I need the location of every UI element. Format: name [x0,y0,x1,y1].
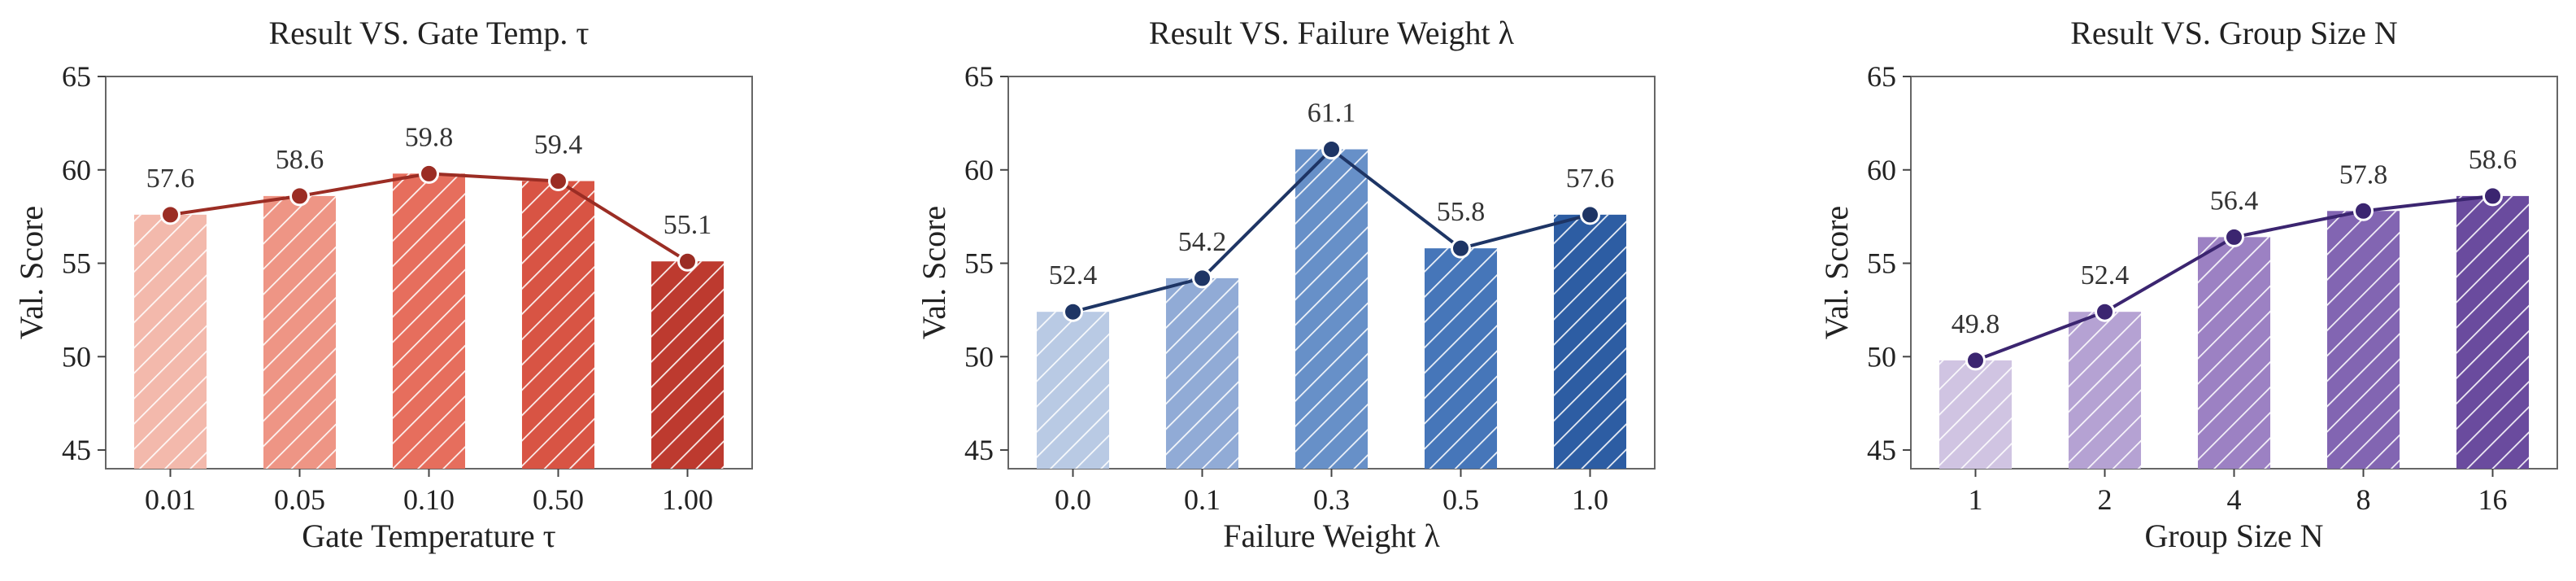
y-tick-label: 65 [1867,60,1896,93]
x-tick-label: 1.00 [662,483,713,516]
y-axis-label: Val. Score [916,206,952,339]
data-label: 61.1 [1308,98,1356,129]
x-axis-label: Gate Temperature τ [302,518,555,554]
x-tick-label: 4 [2227,483,2242,516]
data-point [2224,226,2244,247]
data-point [289,186,310,207]
data-label: 59.4 [534,130,583,160]
chart-failure-weight: 45 50 55 60 65 0.0 0.1 0.3 0.5 1.0 52.4 54.2 61.1 55.… [916,15,1656,554]
y-tick-label: 55 [1867,247,1896,280]
y-tick-label: 45 [62,434,91,466]
data-point [548,171,568,192]
data-point [160,204,181,225]
data-label: 59.8 [405,122,454,152]
data-point [2482,186,2503,207]
data-point [419,163,439,184]
bar-hatch [521,181,595,470]
bar-hatch [2197,237,2271,469]
y-tick-label: 60 [62,154,91,186]
data-label: 57.6 [1566,164,1615,194]
bar-hatch [2456,195,2530,469]
x-tick-label: 8 [2356,483,2371,516]
y-tick-label: 60 [964,154,994,186]
y-tick-label: 45 [1867,434,1896,466]
bar-hatch [133,214,207,469]
y-tick-label: 65 [964,60,994,93]
y-tick-label: 50 [62,340,91,373]
data-label: 58.6 [2469,145,2517,175]
y-tick-label: 55 [62,247,91,280]
data-point [1192,268,1212,289]
y-tick-label: 50 [1867,340,1896,373]
x-tick-label: 0.5 [1442,483,1479,516]
data-label: 57.8 [2339,159,2388,190]
x-axis-label: Group Size N [2145,518,2324,554]
bar-hatch [1295,149,1368,469]
bar-hatch [263,195,337,469]
x-tick-label: 0.1 [1184,483,1221,516]
data-point [2095,301,2115,322]
x-axis-label: Failure Weight λ [1223,518,1440,554]
data-point [2353,200,2374,221]
bar-hatch [392,173,466,469]
y-tick-label: 45 [964,434,994,466]
x-tick-label: 1.0 [1572,483,1608,516]
x-tick-label: 0.50 [533,483,584,516]
bar-hatch [1553,214,1627,469]
data-point [1321,139,1342,160]
x-tick-label: 1 [1969,483,1983,516]
data-point [1580,204,1600,225]
data-label: 49.8 [1952,309,2000,339]
data-label: 54.2 [1178,227,1227,257]
data-label: 58.6 [276,145,324,175]
data-label: 55.1 [664,210,712,240]
bar-hatch [1036,312,1110,469]
chart-title: Result VS. Failure Weight λ [1149,15,1515,51]
y-tick-label: 65 [62,60,91,93]
x-tick-label: 0.10 [403,483,455,516]
data-label: 55.8 [1437,197,1486,227]
data-point [1063,301,1083,322]
bar-hatch [1424,248,1498,469]
bar-hatch [1939,360,2012,469]
y-tick-label: 60 [1867,154,1896,186]
x-tick-label: 0.3 [1313,483,1350,516]
data-label: 56.4 [2210,186,2259,216]
data-point [1451,238,1471,259]
y-axis-label: Val. Score [1818,206,1855,339]
x-tick-label: 2 [2098,483,2113,516]
data-label: 52.4 [2081,260,2130,290]
x-tick-label: 16 [2478,483,2508,516]
x-tick-label: 0.0 [1055,483,1091,516]
y-tick-label: 50 [964,340,994,373]
x-tick-label: 0.05 [274,483,325,516]
data-label: 57.6 [146,164,195,194]
bar-hatch [651,261,724,469]
y-axis-label: Val. Score [13,206,50,339]
bar-hatch [1165,277,1239,469]
data-point [1965,350,1986,371]
data-point [677,251,698,272]
x-tick-label: 0.01 [145,483,196,516]
bar-hatch [2326,211,2400,469]
chart-gate-temp: 45 50 55 60 65 0.01 0.05 0.10 0.50 1.00 57.6 58.6 59… [13,15,753,554]
data-label: 52.4 [1049,260,1098,290]
chart-title: Result VS. Gate Temp. τ [268,15,589,51]
chart-title: Result VS. Group Size N [2070,15,2398,51]
chart-group-size: 45 50 55 60 65 1 2 4 8 16 49.8 52.4 56.4 57.8 58.6 Resu… [1818,15,2558,554]
bar-hatch [2068,312,2142,469]
y-tick-label: 55 [964,247,994,280]
